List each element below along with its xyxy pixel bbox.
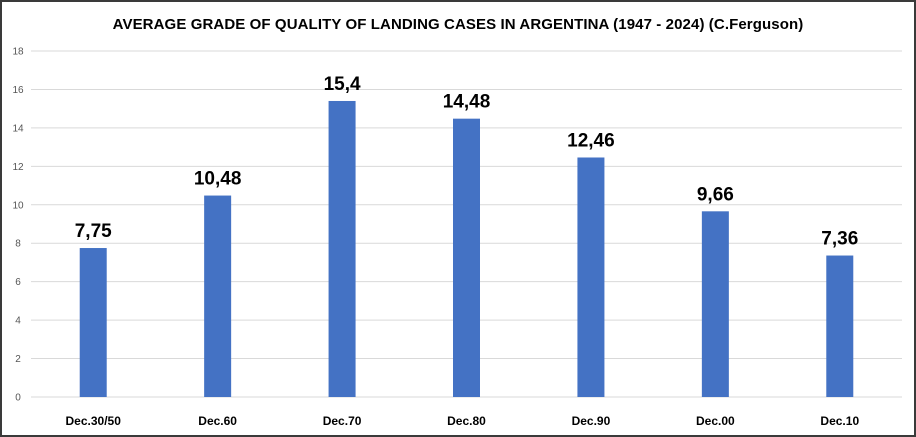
y-tick-label: 10 [12,200,24,211]
bar [577,157,605,397]
data-label: 9,66 [697,184,734,205]
data-label: 7,36 [821,229,858,250]
y-tick-label: 14 [12,123,24,134]
y-tick-label: 18 [12,47,24,58]
y-tick-label: 12 [12,162,24,173]
data-label: 10,48 [194,169,242,190]
bar [204,195,232,397]
category-label: Dec.30/50 [66,414,122,428]
category-label: Dec.70 [323,414,362,428]
category-label: Dec.00 [696,414,735,428]
category-label: Dec.10 [820,414,859,428]
x-axis-categories: Dec.30/50 Dec.60 Dec.70 Dec.80 Dec.90 Dec.00 D… [66,414,860,428]
category-label: Dec.60 [198,414,237,428]
data-label: 7,75 [75,221,112,242]
bar [79,248,107,397]
category-label: Dec.80 [447,414,486,428]
bar [826,255,854,397]
data-label: 14,48 [443,92,491,113]
category-label: Dec.90 [572,414,611,428]
data-label: 15,4 [324,74,361,95]
y-tick-label: 4 [15,316,21,327]
y-axis-ticks: 0 2 4 6 8 10 12 14 16 18 [12,47,24,404]
data-labels: 7,75 10,48 15,4 14,48 12,46 9,66 7,36 [75,74,859,250]
chart-title: AVERAGE GRADE OF QUALITY OF LANDING CASE… [112,16,804,33]
y-tick-label: 2 [15,354,21,365]
y-tick-label: 0 [15,393,21,404]
bar [328,100,356,397]
bar [701,211,729,397]
y-tick-label: 8 [15,239,21,250]
bar [453,118,480,397]
y-tick-label: 16 [12,85,24,96]
data-label: 12,46 [567,130,615,151]
y-tick-label: 6 [15,277,21,288]
bars [79,100,854,397]
